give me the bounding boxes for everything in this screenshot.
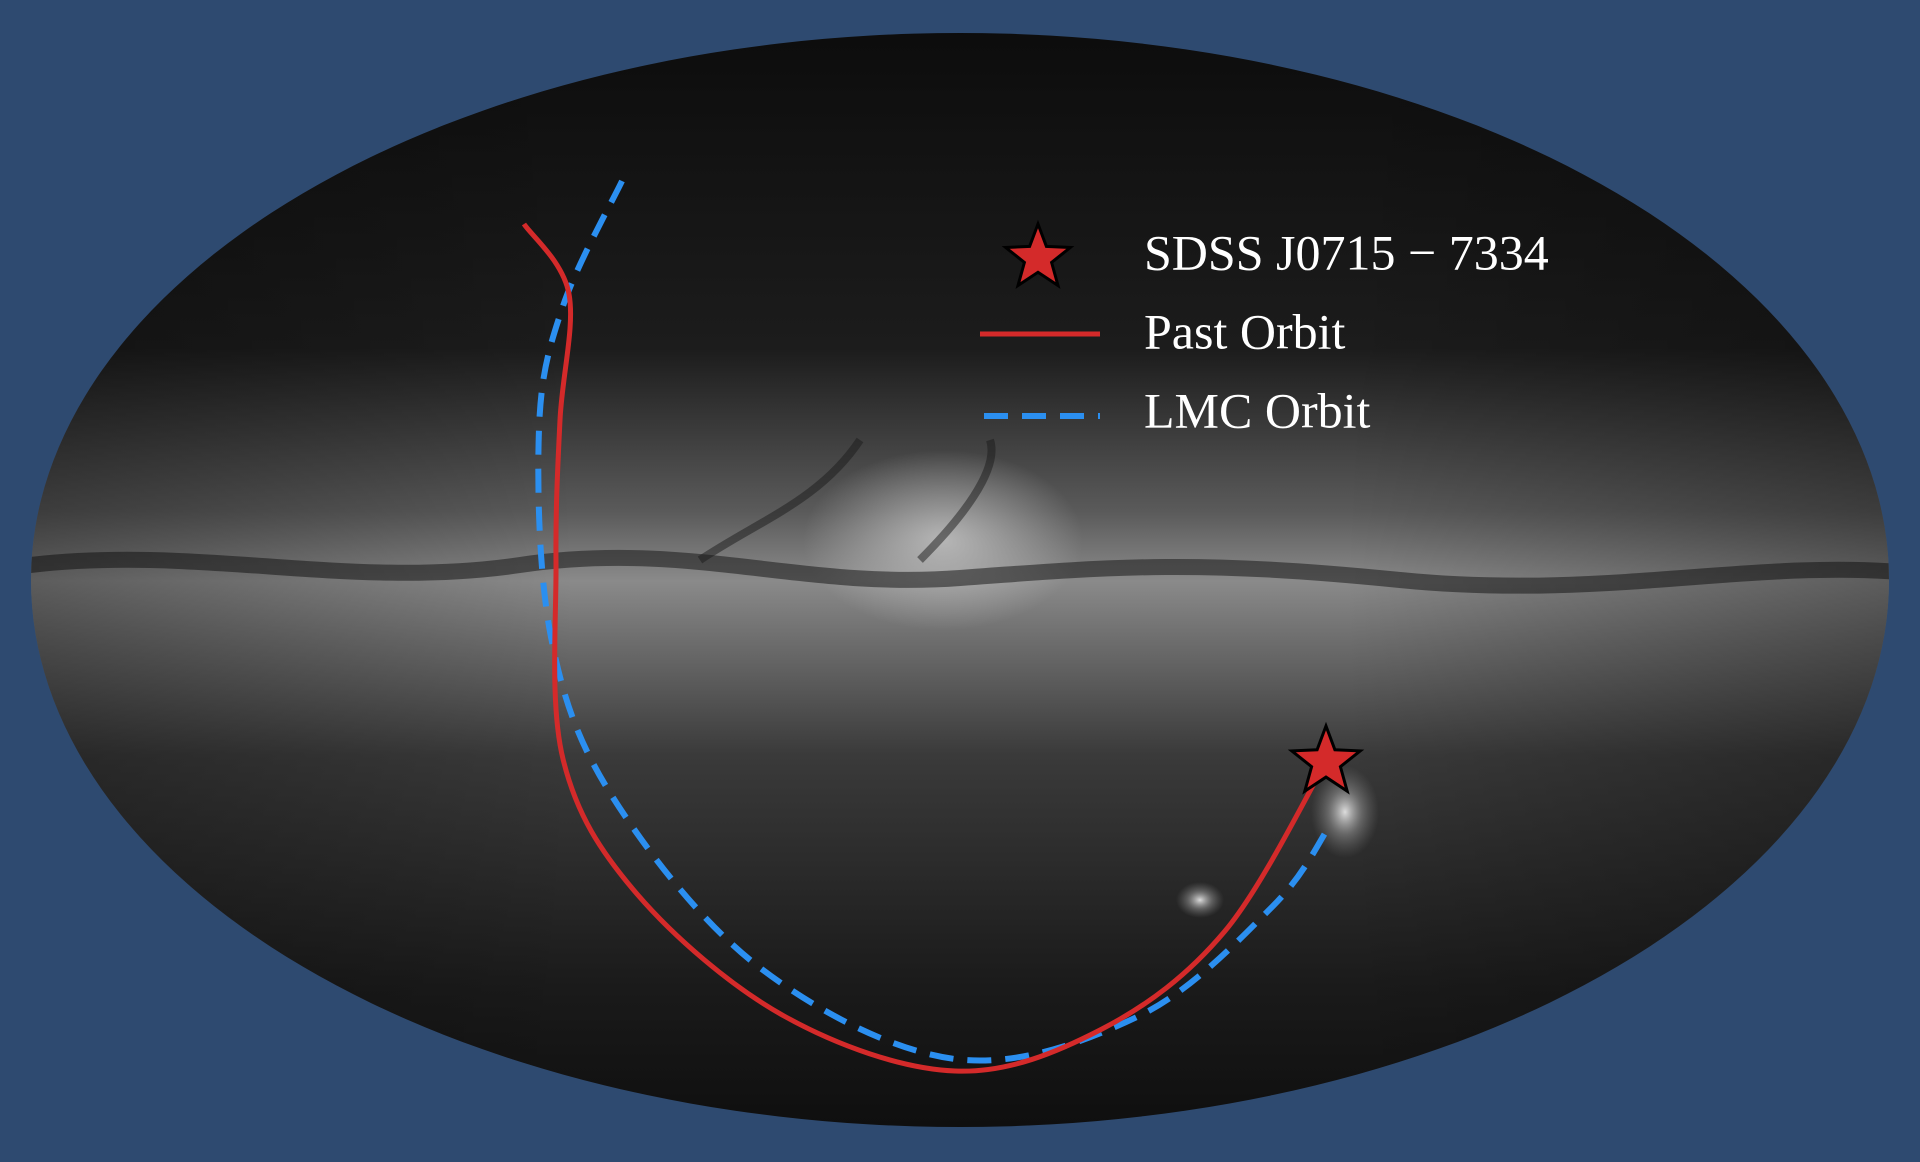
legend: SDSS J0715 − 7334 Past Orbit LMC Orbit bbox=[980, 219, 1549, 438]
legend-label: LMC Orbit bbox=[1144, 382, 1371, 438]
star-marker bbox=[1287, 721, 1365, 795]
legend-star bbox=[1001, 219, 1075, 289]
legend-label: SDSS J0715 − 7334 bbox=[1144, 224, 1549, 280]
legend-label: Past Orbit bbox=[1144, 303, 1346, 359]
past-orbit bbox=[521, 222, 1329, 1074]
